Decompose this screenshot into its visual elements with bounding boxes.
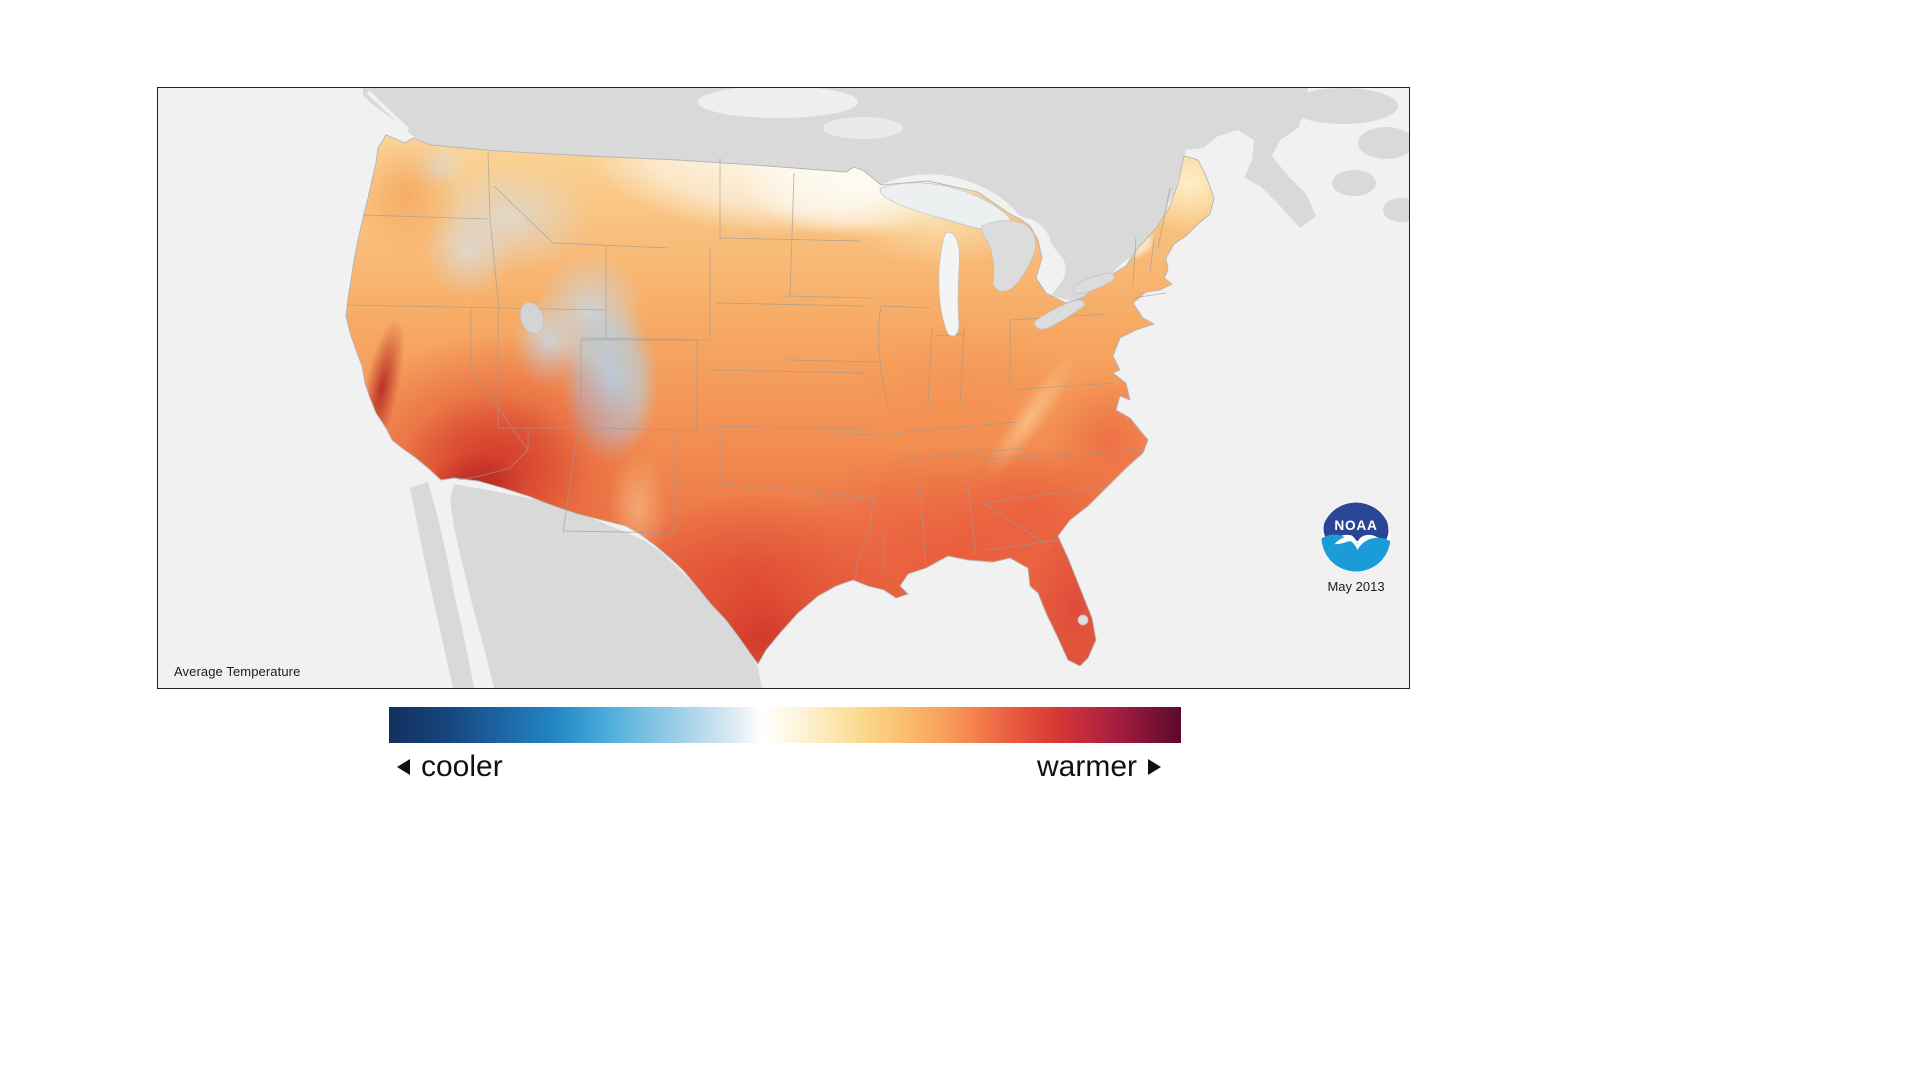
noaa-logo-text: NOAA: [1334, 518, 1377, 533]
lake-erie: [1033, 299, 1085, 330]
noaa-logo-icon: NOAA: [1321, 502, 1391, 572]
state-borders: [346, 151, 1171, 581]
cooler-arrow-icon: [397, 759, 410, 775]
temperature-field: [346, 135, 1214, 666]
cooler-side: cooler: [397, 750, 503, 784]
warmer-label: warmer: [1036, 750, 1137, 783]
map-date: May 2013: [1327, 579, 1385, 594]
noaa-logo-block: NOAA May 2013: [1320, 501, 1392, 594]
lake-michigan: [938, 231, 960, 337]
cooler-label: cooler: [421, 750, 503, 783]
great-salt-lake: [519, 302, 545, 334]
map-panel: Average Temperature NOAA May 2013: [157, 87, 1410, 689]
temperature-colorbar: [389, 707, 1181, 743]
mexico-landmass: [410, 482, 762, 688]
baja-california: [410, 482, 474, 688]
lake-ontario: [1072, 272, 1115, 295]
lake-okeechobee: [1077, 614, 1089, 626]
warmer-side: warmer: [1037, 750, 1161, 784]
legend-labels: cooler warmer: [389, 744, 1181, 790]
gull-icon: [1334, 535, 1377, 546]
map-title: Average Temperature: [174, 664, 301, 679]
us-temperature-map: [345, 88, 1409, 688]
canada-landmass: [361, 88, 1409, 301]
great-lakes: [519, 182, 1115, 626]
warmer-arrow-icon: [1148, 759, 1161, 775]
strait-of-juan-de-fuca: [366, 90, 410, 132]
lake-huron: [981, 220, 1036, 292]
